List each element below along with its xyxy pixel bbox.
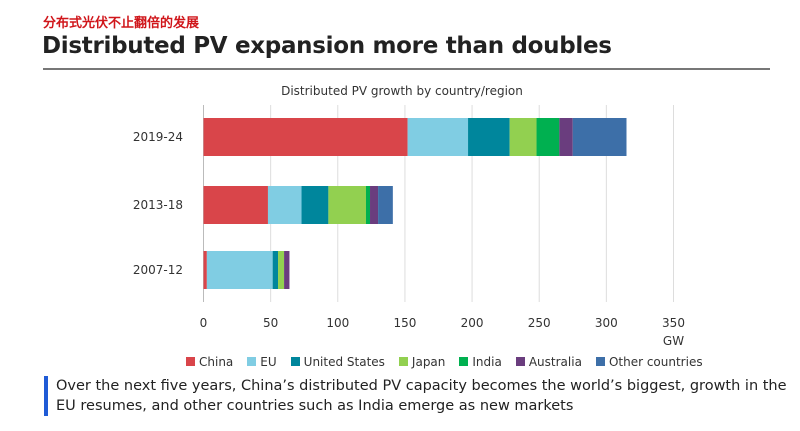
legend-swatch: [247, 357, 257, 366]
bar-segment-other-countries: [572, 118, 627, 156]
y-tick-label: 2019-24: [133, 130, 183, 144]
x-tick-label: 200: [461, 316, 484, 330]
bar-segment-japan: [509, 118, 537, 156]
bar-segment-india: [536, 118, 560, 156]
legend-item: Other countries: [595, 355, 703, 369]
legend-swatch: [595, 357, 605, 366]
x-tick-label: 350: [662, 316, 685, 330]
legend-label: China: [199, 355, 234, 369]
bar-segment-australia: [559, 118, 573, 156]
legend-label: Other countries: [608, 355, 703, 369]
legend-label: India: [472, 355, 502, 369]
x-axis-label: GW: [663, 334, 684, 348]
legend-item: United States: [290, 355, 385, 369]
x-tick-label: 150: [393, 316, 416, 330]
page-title: Distributed PV expansion more than doubl…: [42, 33, 612, 59]
bar-segment-japan: [328, 186, 366, 224]
chart-legend: China EU United States Japan India Australia O…: [186, 355, 703, 369]
x-tick-label: 50: [263, 316, 278, 330]
bar-segment-united-states: [468, 118, 510, 156]
legend-item: EU: [247, 355, 277, 369]
bar-segment-australia: [284, 251, 290, 289]
y-tick-label: 2007-12: [133, 263, 183, 277]
x-tick-label: 300: [595, 316, 618, 330]
y-tick-label: 2013-18: [133, 198, 183, 212]
bar-segment-eu: [267, 186, 302, 224]
x-tick-label: 100: [326, 316, 349, 330]
bar-segment-china: [203, 186, 268, 224]
chart-title: Distributed PV growth by country/region: [281, 84, 523, 98]
legend-item: Australia: [515, 355, 582, 369]
legend-label: United States: [303, 355, 385, 369]
bar-segment-eu: [206, 251, 273, 289]
legend-label: Japan: [411, 355, 446, 369]
title-divider: [43, 68, 770, 70]
legend-item: India: [459, 355, 502, 369]
legend-item: Japan: [398, 355, 446, 369]
bar-segment-other-countries: [378, 186, 393, 224]
bar-segment-united-states: [301, 186, 329, 224]
bar-segment-united-states: [272, 251, 279, 289]
bar-segment-china: [203, 118, 408, 156]
legend-swatch: [459, 357, 469, 366]
bar-segment-japan: [278, 251, 285, 289]
legend-swatch: [290, 357, 300, 366]
x-tick-label: 250: [528, 316, 551, 330]
chinese-subtitle: 分布式光伏不止翻倍的发展: [43, 16, 200, 31]
bar-segment-india: [365, 186, 371, 224]
bar-segment-eu: [407, 118, 469, 156]
legend-swatch: [398, 357, 408, 366]
footnote: Over the next five years, China’s distri…: [44, 376, 796, 416]
legend-label: Australia: [528, 355, 582, 369]
bar-segment-australia: [370, 186, 379, 224]
x-tick-label: 0: [200, 316, 208, 330]
legend-item: China: [186, 355, 233, 369]
legend-swatch: [186, 357, 195, 366]
legend-swatch: [515, 357, 525, 366]
bar-segment-china: [203, 251, 207, 289]
legend-label: EU: [260, 355, 277, 369]
